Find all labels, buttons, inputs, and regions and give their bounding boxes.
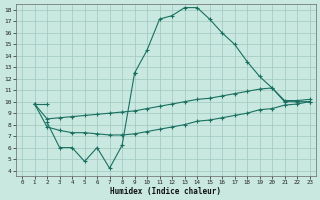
X-axis label: Humidex (Indice chaleur): Humidex (Indice chaleur) — [110, 187, 221, 196]
